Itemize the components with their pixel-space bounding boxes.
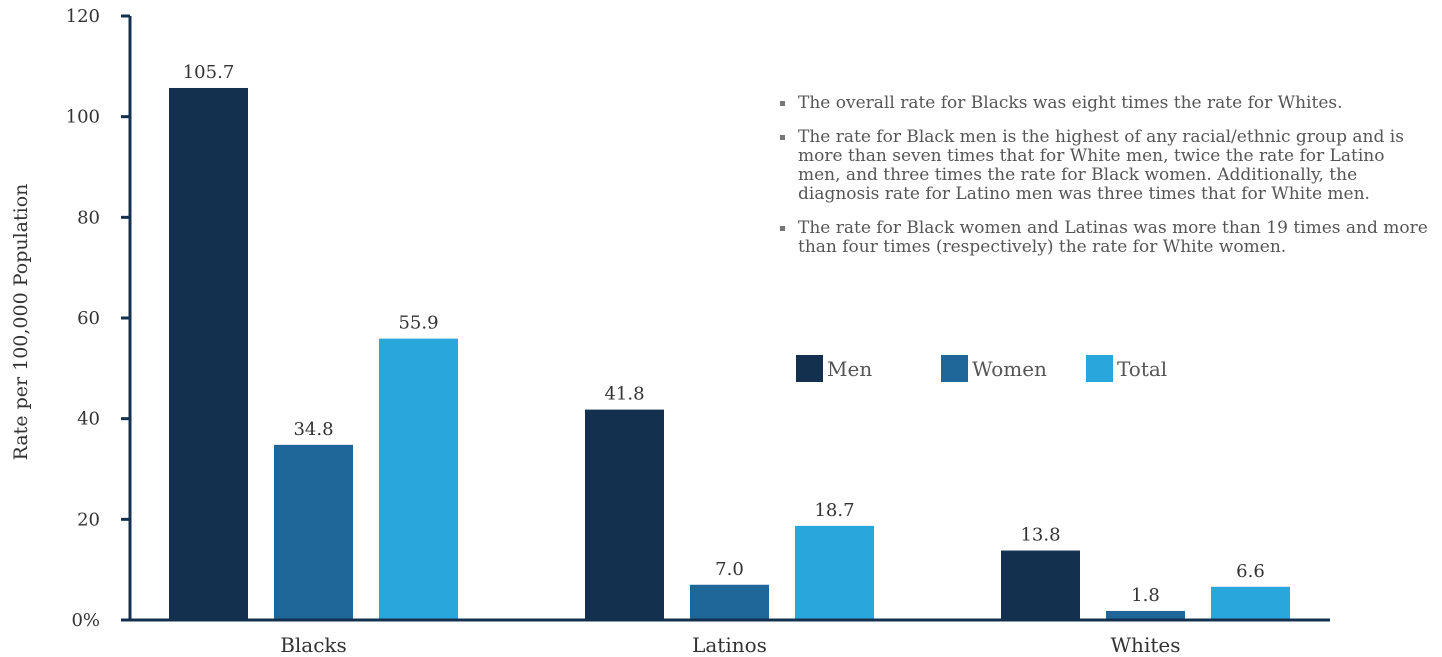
y-tick-label: 120 bbox=[66, 6, 100, 27]
note-text: The rate for Black men is the highest of… bbox=[798, 127, 1404, 204]
bullet-icon bbox=[780, 226, 785, 231]
note-item: The rate for Black men is the highest of… bbox=[780, 128, 1430, 204]
y-tick-label: 80 bbox=[77, 207, 100, 228]
y-tick-label: 100 bbox=[66, 107, 100, 128]
notes-list: The overall rate for Blacks was eight ti… bbox=[780, 94, 1430, 272]
bar-total-latinos bbox=[795, 525, 874, 620]
data-label: 13.8 bbox=[1020, 525, 1060, 546]
category-label: Whites bbox=[1111, 633, 1181, 657]
data-label: 7.0 bbox=[715, 559, 744, 580]
category-labels: Blacks Latinos Whites bbox=[280, 633, 1180, 657]
y-tick-label: 0% bbox=[71, 610, 100, 631]
bullet-icon bbox=[780, 101, 785, 106]
bars bbox=[169, 87, 1290, 620]
legend-label-women: Women bbox=[972, 356, 1047, 381]
legend-label-total: Total bbox=[1117, 356, 1168, 381]
data-label: 105.7 bbox=[183, 62, 235, 83]
data-label: 34.8 bbox=[293, 419, 333, 440]
note-item: The overall rate for Blacks was eight ti… bbox=[780, 94, 1430, 113]
legend-label-men: Men bbox=[827, 356, 873, 381]
bar-men-blacks bbox=[169, 87, 248, 620]
legend-swatch-women bbox=[941, 355, 968, 382]
legend: Men Women Total bbox=[796, 355, 1231, 382]
bullet-icon bbox=[780, 135, 785, 140]
bar-men-whites bbox=[1001, 550, 1080, 620]
legend-swatch-men bbox=[796, 355, 823, 382]
legend-swatch-total bbox=[1086, 355, 1113, 382]
legend-item-men: Men bbox=[796, 355, 941, 382]
y-tick-label: 40 bbox=[77, 409, 100, 430]
data-label: 41.8 bbox=[604, 384, 644, 405]
data-label: 6.6 bbox=[1236, 561, 1265, 582]
y-tick-label: 20 bbox=[77, 509, 100, 530]
note-item: The rate for Black women and Latinas was… bbox=[780, 219, 1430, 257]
bar-total-blacks bbox=[379, 338, 458, 620]
y-axis-ticks: 0% 20 40 60 80 100 120 bbox=[66, 6, 130, 631]
bar-men-latinos bbox=[585, 409, 664, 620]
data-label: 18.7 bbox=[814, 500, 854, 521]
category-label: Latinos bbox=[692, 633, 767, 657]
bar-women-latinos bbox=[690, 584, 769, 620]
legend-item-women: Women bbox=[941, 355, 1086, 382]
note-text: The rate for Black women and Latinas was… bbox=[798, 218, 1428, 257]
legend-item-total: Total bbox=[1086, 355, 1231, 382]
note-text: The overall rate for Blacks was eight ti… bbox=[798, 93, 1343, 113]
y-tick-label: 60 bbox=[77, 308, 100, 329]
data-labels: 105.7 34.8 55.9 41.8 7.0 18.7 13.8 1.8 6.6 bbox=[183, 62, 1265, 606]
data-label: 1.8 bbox=[1131, 585, 1160, 606]
bar-total-whites bbox=[1211, 586, 1290, 620]
category-label: Blacks bbox=[280, 633, 347, 657]
bar-women-blacks bbox=[274, 444, 353, 620]
data-label: 55.9 bbox=[398, 313, 438, 334]
y-axis-label: Rate per 100,000 Population bbox=[10, 184, 32, 461]
bar-women-whites bbox=[1106, 610, 1185, 620]
